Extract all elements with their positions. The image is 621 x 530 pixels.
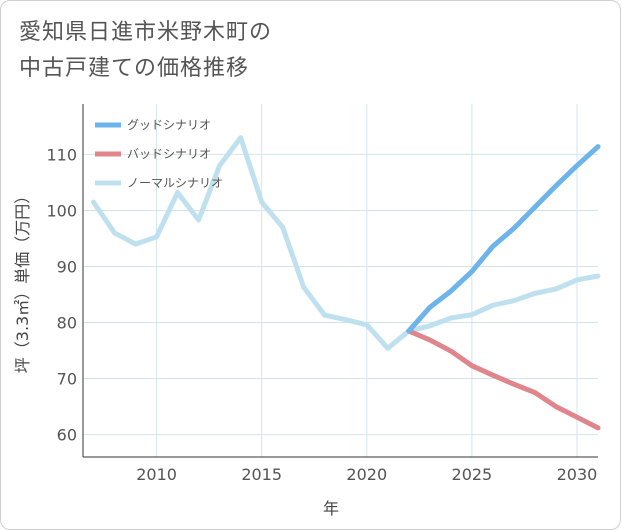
legend-label: ノーマルシナリオ bbox=[127, 176, 223, 190]
series-lines bbox=[91, 135, 601, 431]
x-tick-label: 2020 bbox=[346, 465, 387, 484]
legend-label: グッドシナリオ bbox=[127, 118, 211, 132]
grid-lines bbox=[83, 104, 598, 457]
y-tick-label: 60 bbox=[57, 426, 77, 445]
y-tick-label: 110 bbox=[46, 145, 77, 164]
chart-title: 愛知県日進市米野木町の 中古戸建ての価格推移 bbox=[19, 20, 273, 81]
y-tick-label: 100 bbox=[46, 201, 77, 220]
x-axis-title: 年 bbox=[323, 499, 339, 518]
series-line-0 bbox=[406, 144, 601, 334]
x-tick-labels: 2010 2015 2020 2025 2030 bbox=[136, 465, 597, 484]
y-tick-labels: 60 70 80 90 100 110 bbox=[46, 145, 77, 444]
y-tick-label: 80 bbox=[57, 314, 77, 333]
series-line-2 bbox=[91, 135, 601, 351]
x-tick-label: 2030 bbox=[557, 465, 598, 484]
legend-label: バッドシナリオ bbox=[127, 147, 211, 161]
y-tick-label: 70 bbox=[57, 370, 77, 389]
series-line-1 bbox=[406, 328, 601, 431]
x-tick-label: 2010 bbox=[136, 465, 177, 484]
x-tick-label: 2015 bbox=[241, 465, 282, 484]
y-axis-title: 坪（3.3㎡）単価（万円） bbox=[13, 188, 32, 373]
y-tick-label: 90 bbox=[57, 257, 77, 276]
x-tick-label: 2025 bbox=[452, 465, 493, 484]
axes bbox=[82, 104, 598, 458]
